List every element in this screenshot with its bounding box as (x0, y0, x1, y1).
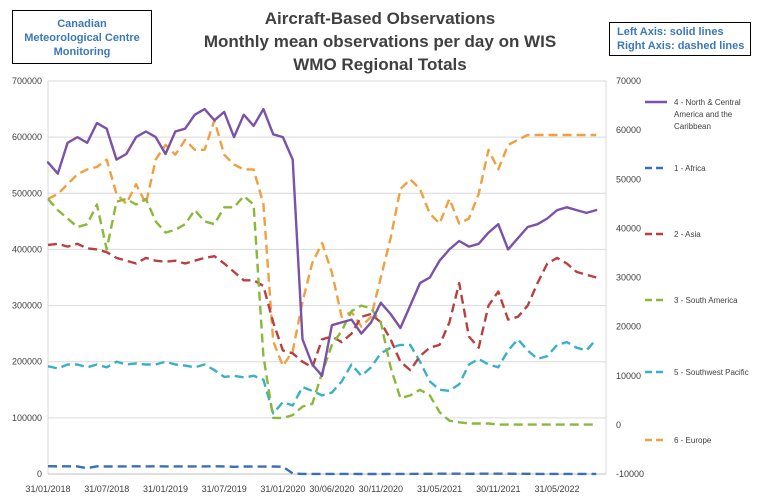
series-line-6 (47, 119, 597, 368)
left-axis-tick-label: 600000 (12, 132, 42, 142)
left-axis-tick-label: 700000 (12, 76, 42, 86)
left-axis-tick-label: 100000 (12, 413, 42, 423)
right-axis-tick-label: 50000 (616, 174, 641, 184)
left-axis-tick-label: 500000 (12, 188, 42, 198)
series-line-1 (47, 465, 597, 476)
right-axis-tick-label: 60000 (616, 125, 641, 135)
series-line-5 (47, 338, 598, 415)
x-axis-tick-label: 31/05/2022 (535, 484, 580, 494)
series-line-2 (47, 242, 597, 372)
x-axis-tick-label: 31/05/2021 (417, 484, 462, 494)
left-axis-tick-label: 300000 (12, 301, 42, 311)
chart-title-line-1: Aircraft-Based Observations (264, 9, 496, 28)
left-axis-tick-label: 0 (37, 469, 42, 479)
x-axis-tick-label: 31/01/2018 (25, 484, 70, 494)
right-axis-tick-label: 40000 (616, 223, 641, 233)
series-line-4 (46, 107, 598, 377)
org-label-line-3: Monitoring (53, 46, 111, 58)
legend-label: 2 - Asia (674, 230, 701, 239)
left-axis-tick-label: 200000 (12, 357, 42, 367)
legend-label: 6 - Europe (674, 436, 712, 445)
chart-title-line-2: Monthly mean observations per day on WIS (203, 32, 557, 51)
x-axis-tick-label: 30/06/2020 (309, 484, 354, 494)
chart-title-line-3: WMO Regional Totals (293, 55, 467, 74)
axis-note-box: Left Axis: solid lines Right Axis: dashe… (609, 22, 751, 56)
axis-note-left: Left Axis: solid lines (617, 26, 724, 38)
right-axis-tick-label: 70000 (616, 76, 641, 86)
series-line-3 (47, 194, 597, 426)
right-axis-tick-label: 20000 (616, 322, 641, 332)
x-axis-tick-label: 31/07/2019 (202, 484, 247, 494)
axis-note-right: Right Axis: dashed lines (617, 40, 745, 52)
legend-label: 5 - Southwest Pacific (674, 368, 749, 377)
legend-label: 4 - North & Central (674, 98, 741, 107)
legend-label: 3 - South America (674, 296, 738, 305)
x-axis-tick-label: 31/01/2019 (143, 484, 188, 494)
right-axis-tick-label: 30000 (616, 273, 641, 283)
org-label-line-2: Meteorological Centre (24, 32, 140, 44)
right-axis-tick-label: -10000 (616, 469, 644, 479)
org-label-line-1: Canadian (57, 18, 107, 30)
right-axis-tick-label: 0 (616, 420, 621, 430)
x-axis-tick-label: 31/07/2018 (84, 484, 129, 494)
left-axis-tick-label: 400000 (12, 244, 42, 254)
legend-label: Caribbean (674, 122, 711, 131)
legend-label: 1 - Africa (674, 164, 706, 173)
x-axis-tick-label: 30/11/2021 (476, 484, 520, 494)
org-label-box: Canadian Meteorological Centre Monitorin… (12, 10, 152, 64)
x-axis-tick-label: 30/11/2020 (359, 484, 403, 494)
legend-label: America and the (674, 110, 733, 119)
x-axis-tick-label: 31/01/2020 (260, 484, 305, 494)
right-axis-tick-label: 10000 (616, 371, 641, 381)
